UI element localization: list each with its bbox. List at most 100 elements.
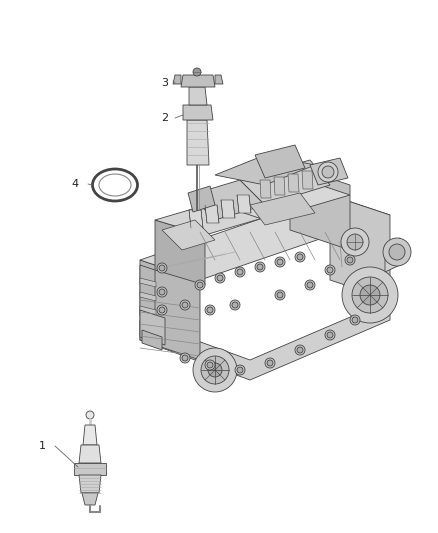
Circle shape — [215, 273, 225, 283]
Polygon shape — [310, 158, 348, 185]
Circle shape — [201, 356, 229, 384]
Circle shape — [195, 280, 205, 290]
Circle shape — [237, 269, 243, 275]
Polygon shape — [79, 445, 101, 463]
Polygon shape — [330, 195, 390, 300]
Polygon shape — [215, 75, 223, 84]
Polygon shape — [140, 265, 155, 320]
Circle shape — [327, 332, 333, 338]
Polygon shape — [142, 330, 162, 350]
Circle shape — [275, 257, 285, 267]
Polygon shape — [181, 75, 215, 87]
Circle shape — [182, 355, 188, 361]
Circle shape — [235, 365, 245, 375]
Circle shape — [295, 345, 305, 355]
Circle shape — [352, 277, 388, 313]
Polygon shape — [140, 300, 390, 380]
Circle shape — [157, 305, 167, 315]
Polygon shape — [190, 180, 265, 220]
Circle shape — [267, 360, 273, 366]
Circle shape — [352, 317, 358, 323]
Circle shape — [207, 362, 213, 368]
Circle shape — [255, 262, 265, 272]
Circle shape — [297, 254, 303, 260]
Polygon shape — [205, 205, 219, 223]
Polygon shape — [187, 120, 209, 165]
Polygon shape — [183, 105, 213, 120]
Polygon shape — [82, 493, 98, 505]
Text: 3: 3 — [162, 78, 169, 88]
Circle shape — [318, 162, 338, 182]
Circle shape — [232, 302, 238, 308]
Circle shape — [295, 252, 305, 262]
Text: 2: 2 — [162, 113, 169, 123]
Circle shape — [157, 263, 167, 273]
Polygon shape — [140, 292, 156, 301]
Polygon shape — [385, 238, 400, 272]
Circle shape — [197, 282, 203, 288]
Circle shape — [347, 257, 353, 263]
Circle shape — [325, 265, 335, 275]
Polygon shape — [189, 210, 203, 228]
Polygon shape — [188, 186, 215, 212]
Polygon shape — [83, 425, 97, 445]
Circle shape — [193, 348, 237, 392]
Polygon shape — [288, 174, 299, 192]
Circle shape — [217, 275, 223, 281]
Polygon shape — [155, 220, 205, 285]
Circle shape — [350, 315, 360, 325]
Circle shape — [230, 300, 240, 310]
Circle shape — [159, 307, 165, 313]
Polygon shape — [221, 200, 235, 218]
Circle shape — [86, 411, 94, 419]
Polygon shape — [140, 306, 156, 315]
Polygon shape — [215, 155, 315, 185]
Circle shape — [265, 358, 275, 368]
Polygon shape — [302, 171, 313, 189]
Circle shape — [237, 367, 243, 373]
Polygon shape — [255, 145, 305, 178]
Polygon shape — [250, 193, 315, 225]
Circle shape — [275, 290, 285, 300]
Polygon shape — [155, 195, 290, 235]
Polygon shape — [189, 87, 207, 105]
Circle shape — [360, 285, 380, 305]
Circle shape — [327, 267, 333, 273]
Circle shape — [277, 259, 283, 265]
Text: 1: 1 — [39, 441, 46, 451]
Circle shape — [205, 360, 215, 370]
Circle shape — [307, 282, 313, 288]
Polygon shape — [205, 175, 350, 220]
Circle shape — [341, 228, 369, 256]
Circle shape — [277, 292, 283, 298]
Circle shape — [322, 166, 334, 178]
Polygon shape — [240, 160, 330, 205]
Polygon shape — [140, 195, 390, 280]
Circle shape — [297, 347, 303, 353]
Circle shape — [205, 305, 215, 315]
Polygon shape — [173, 75, 181, 84]
Circle shape — [325, 330, 335, 340]
Circle shape — [180, 300, 190, 310]
Circle shape — [159, 289, 165, 295]
Circle shape — [347, 234, 363, 250]
Polygon shape — [162, 220, 215, 250]
Polygon shape — [290, 165, 350, 250]
Polygon shape — [274, 177, 285, 195]
Circle shape — [182, 302, 188, 308]
Circle shape — [342, 267, 398, 323]
Circle shape — [305, 280, 315, 290]
Circle shape — [159, 265, 165, 271]
Polygon shape — [140, 260, 200, 360]
Polygon shape — [237, 195, 251, 213]
Circle shape — [383, 238, 411, 266]
Polygon shape — [140, 310, 165, 345]
Circle shape — [208, 363, 222, 377]
Polygon shape — [140, 278, 156, 287]
Circle shape — [157, 287, 167, 297]
Circle shape — [180, 353, 190, 363]
Text: 4: 4 — [71, 179, 78, 189]
Circle shape — [389, 244, 405, 260]
Polygon shape — [74, 463, 106, 475]
Polygon shape — [260, 180, 271, 198]
